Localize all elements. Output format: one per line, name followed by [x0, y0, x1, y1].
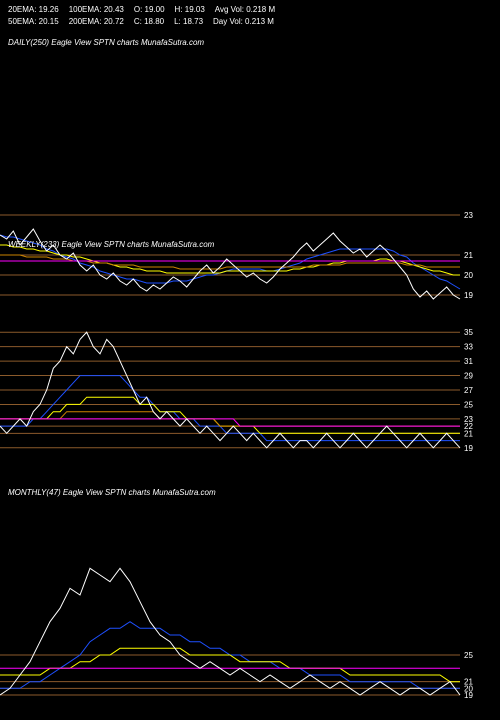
stat-item: 50EMA: 20.15: [8, 16, 59, 28]
stat-item: L: 18.73: [174, 16, 203, 28]
y-tick-label: 21: [464, 251, 473, 260]
stat-item: 200EMA: 20.72: [69, 16, 124, 28]
weekly-ema50-line: [0, 397, 460, 433]
y-tick-label: 19: [464, 291, 473, 300]
stat-item: H: 19.03: [175, 4, 205, 16]
header-row-2: 50EMA: 20.15 200EMA: 20.72 C: 18.80 L: 18.7…: [8, 16, 492, 28]
stat-item: Day Vol: 0.213 M: [213, 16, 274, 28]
chart-container: 20EMA: 19.26 100EMA: 20.43 O: 19.00 H: 19.0…: [0, 0, 500, 720]
header-row-1: 20EMA: 19.26 100EMA: 20.43 O: 19.00 H: 19.0…: [8, 4, 492, 16]
header-stats: 20EMA: 19.26 100EMA: 20.43 O: 19.00 H: 19.0…: [0, 0, 500, 32]
stat-item: C: 18.80: [134, 16, 164, 28]
monthly-ema50-line: [0, 648, 460, 681]
y-tick-label: 35: [464, 328, 473, 337]
y-tick-label: 20: [464, 271, 473, 280]
stat-item: 20EMA: 19.26: [8, 4, 59, 16]
daily-chart: 19 20 21 23: [0, 195, 500, 315]
y-tick-label: 19: [464, 444, 473, 453]
y-tick-label: 29: [464, 372, 473, 381]
y-tick-label: 31: [464, 357, 473, 366]
daily-chart-label: DAILY(250) Eagle View SPTN charts Munafa…: [8, 38, 204, 47]
y-tick-label: 21: [464, 678, 473, 687]
monthly-chart-label: MONTHLY(47) Eagle View SPTN charts Munaf…: [8, 488, 216, 497]
y-tick-label: 23: [464, 415, 473, 424]
y-tick-label: 33: [464, 343, 473, 352]
monthly-price-line: [0, 568, 460, 695]
weekly-ema200-line: [0, 419, 460, 426]
weekly-chart-label: WEEKLY(233) Eagle View SPTN charts Munaf…: [8, 240, 214, 249]
y-tick-label: 25: [464, 651, 473, 660]
y-tick-label: 27: [464, 386, 473, 395]
stat-item: O: 19.00: [134, 4, 165, 16]
y-tick-label: 23: [464, 211, 473, 220]
stat-item: Avg Vol: 0.218 M: [215, 4, 275, 16]
monthly-chart: 19202125: [0, 555, 500, 715]
stat-item: 100EMA: 20.43: [69, 4, 124, 16]
weekly-chart: 19212223252729313335: [0, 325, 500, 455]
y-tick-label: 25: [464, 400, 473, 409]
